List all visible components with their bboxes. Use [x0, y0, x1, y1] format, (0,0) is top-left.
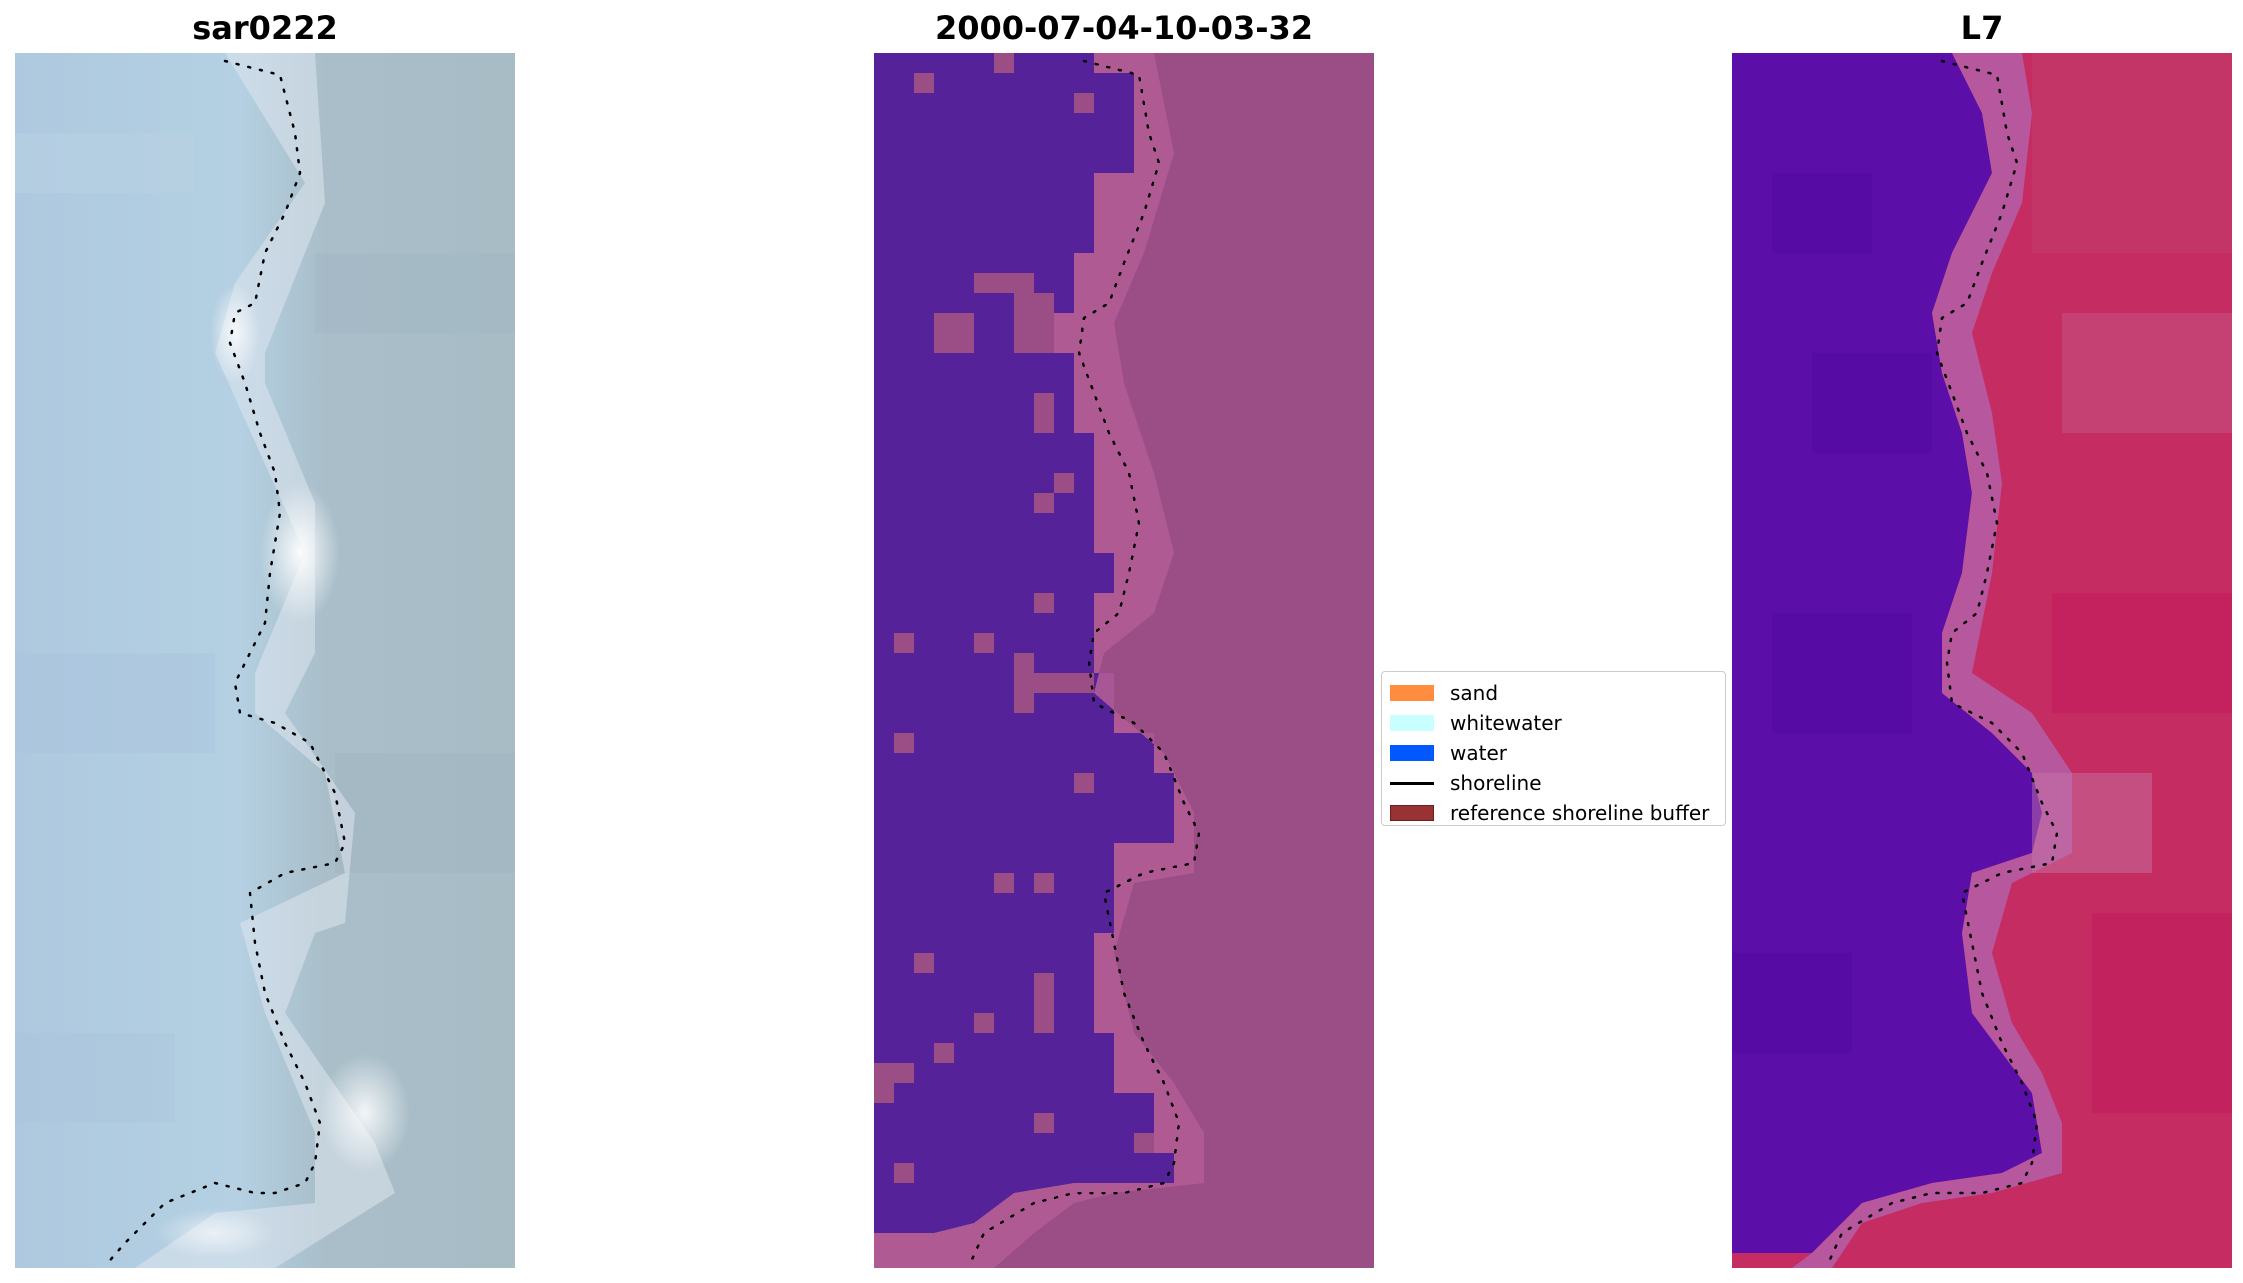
- legend-item-water: water: [1390, 738, 1725, 768]
- nir-image-panel: [1732, 53, 2232, 1268]
- legend: sand whitewater water shoreline referenc…: [1381, 671, 1726, 826]
- classification-panel: [874, 53, 1374, 1268]
- rgb-image-panel: [15, 53, 515, 1268]
- rgb-image: [15, 53, 515, 1268]
- legend-label-water: water: [1450, 741, 1507, 765]
- legend-item-sand: sand: [1390, 678, 1725, 708]
- panel-title-rgb: sar0222: [192, 9, 338, 47]
- legend-label-buffer: reference shoreline buffer: [1450, 801, 1710, 825]
- legend-label-whitewater: whitewater: [1450, 711, 1562, 735]
- legend-swatch-shoreline: [1390, 781, 1434, 785]
- legend-item-whitewater: whitewater: [1390, 708, 1725, 738]
- panel-title-nir: L7: [1960, 9, 2004, 47]
- classification-image: [874, 53, 1374, 1268]
- legend-label-shoreline: shoreline: [1450, 771, 1542, 795]
- legend-label-sand: sand: [1450, 681, 1499, 705]
- legend-swatch-whitewater: [1390, 715, 1434, 731]
- legend-item-buffer: reference shoreline buffer: [1390, 798, 1725, 828]
- nir-image: [1732, 53, 2232, 1268]
- panel-title-classification: 2000-07-04-10-03-32: [934, 9, 1314, 47]
- legend-swatch-water: [1390, 745, 1434, 761]
- legend-swatch-buffer: [1390, 805, 1434, 821]
- legend-item-shoreline: shoreline: [1390, 768, 1725, 798]
- legend-swatch-sand: [1390, 685, 1434, 701]
